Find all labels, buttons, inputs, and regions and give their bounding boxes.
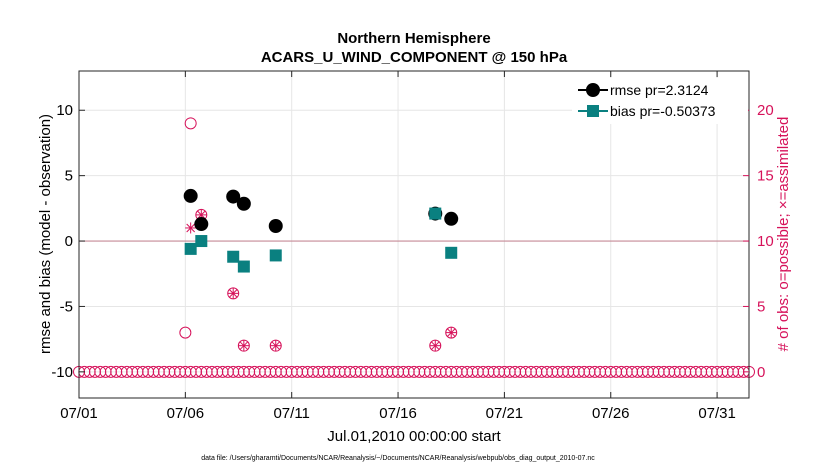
bias-point (184, 242, 197, 255)
legend-rmse-marker (586, 83, 600, 97)
series-markers (183, 188, 459, 273)
legend-box (572, 78, 748, 124)
x-tick-label: 07/06 (167, 405, 205, 422)
obs-assimilated-marker (186, 223, 196, 233)
chart-subtitle: ACARS_U_WIND_COMPONENT @ 150 hPa (261, 49, 568, 66)
y-tick-label: -10 (51, 364, 73, 381)
y-tick-label: 0 (65, 233, 73, 250)
obs-assimilated-marker (271, 341, 281, 351)
obs-assimilated-marker (446, 328, 456, 337)
legend-rmse-label: rmse pr=2.3124 (610, 82, 709, 98)
legend-bias-label: bias pr=-0.50373 (610, 103, 716, 119)
bias-point (227, 250, 240, 263)
y2-tick-label: 15 (757, 168, 774, 185)
y2-tick-label: 20 (757, 102, 774, 119)
axes-box (78, 70, 750, 399)
rmse-point (236, 196, 251, 211)
legend-bias-marker (587, 105, 599, 117)
obs-assimilated-marker (239, 341, 249, 351)
x-axis-label: Jul.01,2010 00:00:00 start (327, 428, 501, 445)
bias-point (195, 235, 208, 248)
y-axis-label: rmse and bias (model - observation) (37, 114, 54, 354)
bias-point (429, 207, 442, 220)
y-tick-label: -5 (60, 298, 73, 315)
x-tick-label: 07/31 (698, 405, 736, 422)
obs-possible-marker (184, 117, 197, 130)
bias-point (237, 260, 250, 273)
rmse-point (226, 189, 241, 204)
x-tick-label: 07/16 (379, 405, 417, 422)
rmse-point (268, 218, 283, 233)
x-tick-label: 07/21 (486, 405, 524, 422)
obs-assimilated-marker (430, 341, 440, 351)
y-tick-label: 5 (65, 168, 73, 185)
ticks: 07/01 07/06 07/11 07/16 07/21 07/26 07/31 10 5 0 -… (51, 71, 774, 422)
obs-markers (73, 117, 755, 378)
bias-point (269, 249, 282, 262)
rmse-point (444, 211, 459, 226)
footer-note: data file: /Users/gharamti/Documents/NCA… (201, 455, 595, 462)
rmse-point (183, 188, 198, 203)
legend: rmse pr=2.3124 bias pr=-0.50373 (572, 78, 748, 124)
bias-point (445, 246, 458, 259)
obs-assimilated-marker (196, 210, 206, 220)
obs-assimilated-marker (228, 289, 238, 298)
y2-tick-label: 0 (757, 364, 765, 381)
y2-tick-label: 10 (757, 233, 774, 250)
x-tick-label: 07/26 (592, 405, 630, 422)
chart-title: Northern Hemisphere (337, 30, 490, 47)
obs-possible-marker (179, 326, 192, 339)
y-tick-label: 10 (56, 102, 73, 119)
x-tick-label: 07/11 (273, 405, 309, 422)
y2-tick-label: 5 (757, 298, 765, 315)
x-tick-label: 07/01 (60, 405, 98, 422)
rmse-point (194, 217, 209, 232)
y2-axis-label: # of obs: o=possible; ×=assimilated (775, 117, 792, 352)
